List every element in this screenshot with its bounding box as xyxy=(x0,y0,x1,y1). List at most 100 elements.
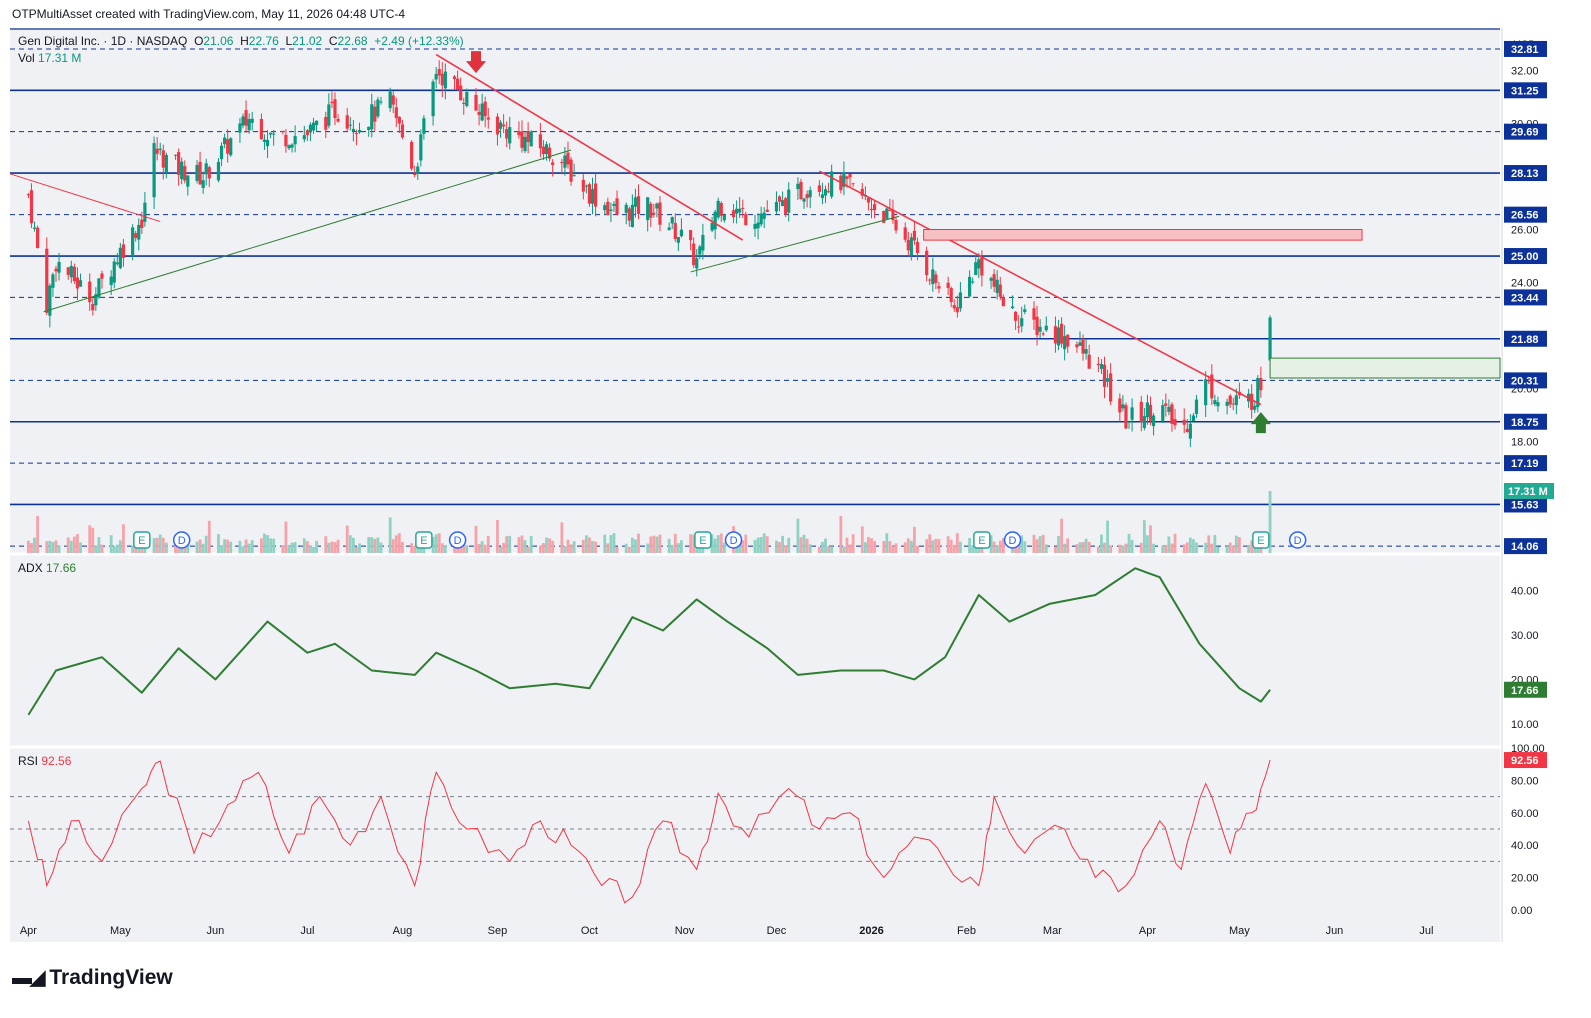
time-axis-label: 2026 xyxy=(859,925,883,937)
volume-bar xyxy=(355,546,358,553)
earnings-marker-icon xyxy=(133,531,151,549)
volume-bar xyxy=(1124,543,1128,553)
candle-body xyxy=(1038,326,1042,332)
adx-label[interactable]: ADX xyxy=(18,561,43,575)
price-badge-21.88: 21.88 xyxy=(1504,330,1547,347)
volume-bar xyxy=(397,533,401,553)
volume-bar xyxy=(673,533,677,553)
time-axis-label: Mar xyxy=(1043,925,1062,937)
volume-bar xyxy=(1182,544,1186,553)
candle-body xyxy=(434,73,438,80)
candle-body xyxy=(928,279,932,281)
candle-body xyxy=(137,224,141,240)
volume-bar xyxy=(909,540,913,553)
volume-bar xyxy=(1268,491,1272,553)
candle-body xyxy=(860,188,864,196)
symbol-label[interactable]: Gen Digital Inc. · 1D · NASDAQ xyxy=(18,34,188,48)
candle-body xyxy=(980,257,984,276)
candle-body xyxy=(615,198,619,215)
volume-bar xyxy=(802,534,806,553)
candle-body xyxy=(201,180,205,188)
volume-bar xyxy=(217,534,220,553)
volume-bar xyxy=(523,540,527,553)
candle-body xyxy=(544,144,549,155)
price-badge-bg xyxy=(1504,455,1547,472)
candle-body xyxy=(526,131,530,143)
candle-body xyxy=(1170,404,1174,424)
candle-body xyxy=(1256,377,1260,408)
candle-body xyxy=(937,286,941,289)
candle-body xyxy=(1020,318,1024,327)
volume-bar xyxy=(263,533,266,553)
volume-bar xyxy=(155,537,159,553)
price-badge-label: 26.56 xyxy=(1511,210,1539,222)
volume-bar xyxy=(741,540,745,553)
time-axis-label: Feb xyxy=(957,925,976,937)
candle-body xyxy=(293,135,297,145)
price-badge-bg xyxy=(1504,206,1547,223)
candle-body xyxy=(802,198,806,202)
price-badge-bg xyxy=(1504,82,1547,99)
dividend-marker-label: D xyxy=(178,535,186,547)
price-badge-label: 29.69 xyxy=(1511,127,1539,139)
candle-body xyxy=(627,208,631,221)
volume-bar xyxy=(1109,545,1113,553)
candle-body xyxy=(670,217,674,224)
candle-body xyxy=(330,101,334,104)
volume-bar xyxy=(551,540,555,553)
candle-body xyxy=(891,210,895,221)
candle-body xyxy=(603,205,607,211)
volume-bar xyxy=(152,538,156,553)
volume-bar xyxy=(413,546,417,553)
candle-body xyxy=(290,144,294,148)
volume-bar xyxy=(566,539,570,553)
candle-body xyxy=(587,184,592,204)
volume-bar xyxy=(584,535,588,553)
volume-bar xyxy=(1142,520,1146,553)
rsi-label[interactable]: RSI xyxy=(18,754,39,768)
price-badge-bg xyxy=(1504,40,1547,57)
vol-label[interactable]: Vol xyxy=(18,51,35,65)
candle-body xyxy=(345,115,349,129)
candle-body xyxy=(649,203,653,218)
rsi-badge-label: 92.56 xyxy=(1511,755,1539,767)
volume-bar xyxy=(1087,541,1091,553)
price-axis-tick: 26.00 xyxy=(1511,225,1539,237)
candle-body xyxy=(925,250,929,276)
volume-bar xyxy=(759,537,763,553)
volume-bar xyxy=(925,539,929,553)
volume-bar xyxy=(934,538,938,553)
price-badge-23.44: 23.44 xyxy=(1504,289,1547,306)
volume-bar xyxy=(542,543,545,553)
volume-bar xyxy=(1146,535,1149,553)
candle-body xyxy=(1182,419,1186,425)
candle-body xyxy=(934,274,938,283)
candle-body xyxy=(551,162,555,166)
candle-body xyxy=(1001,297,1005,307)
candle-body xyxy=(422,118,426,134)
earnings-marker-icon xyxy=(973,531,991,549)
candle-body xyxy=(888,210,892,212)
volume-bar xyxy=(867,537,870,553)
volume-bar xyxy=(204,535,208,553)
volume-bar xyxy=(753,540,757,553)
volume-bar xyxy=(1023,541,1027,553)
candle-body xyxy=(949,288,953,303)
candle-body xyxy=(259,118,263,140)
volume-bar xyxy=(281,545,285,553)
candle-body xyxy=(173,154,178,156)
candle-body xyxy=(609,209,613,211)
volume-bar xyxy=(603,534,607,553)
volume-bar xyxy=(1210,543,1214,553)
volume-bar xyxy=(538,545,542,553)
candle-body xyxy=(1063,336,1067,350)
volume-bar xyxy=(115,544,119,553)
candle-body xyxy=(1268,317,1272,361)
price-badge-bg xyxy=(1504,289,1547,306)
candle-body xyxy=(465,91,469,106)
price-badge-label: 14.06 xyxy=(1511,541,1539,553)
volume-bar xyxy=(158,534,162,553)
volume-bar xyxy=(821,541,824,553)
candle-body xyxy=(327,104,331,126)
